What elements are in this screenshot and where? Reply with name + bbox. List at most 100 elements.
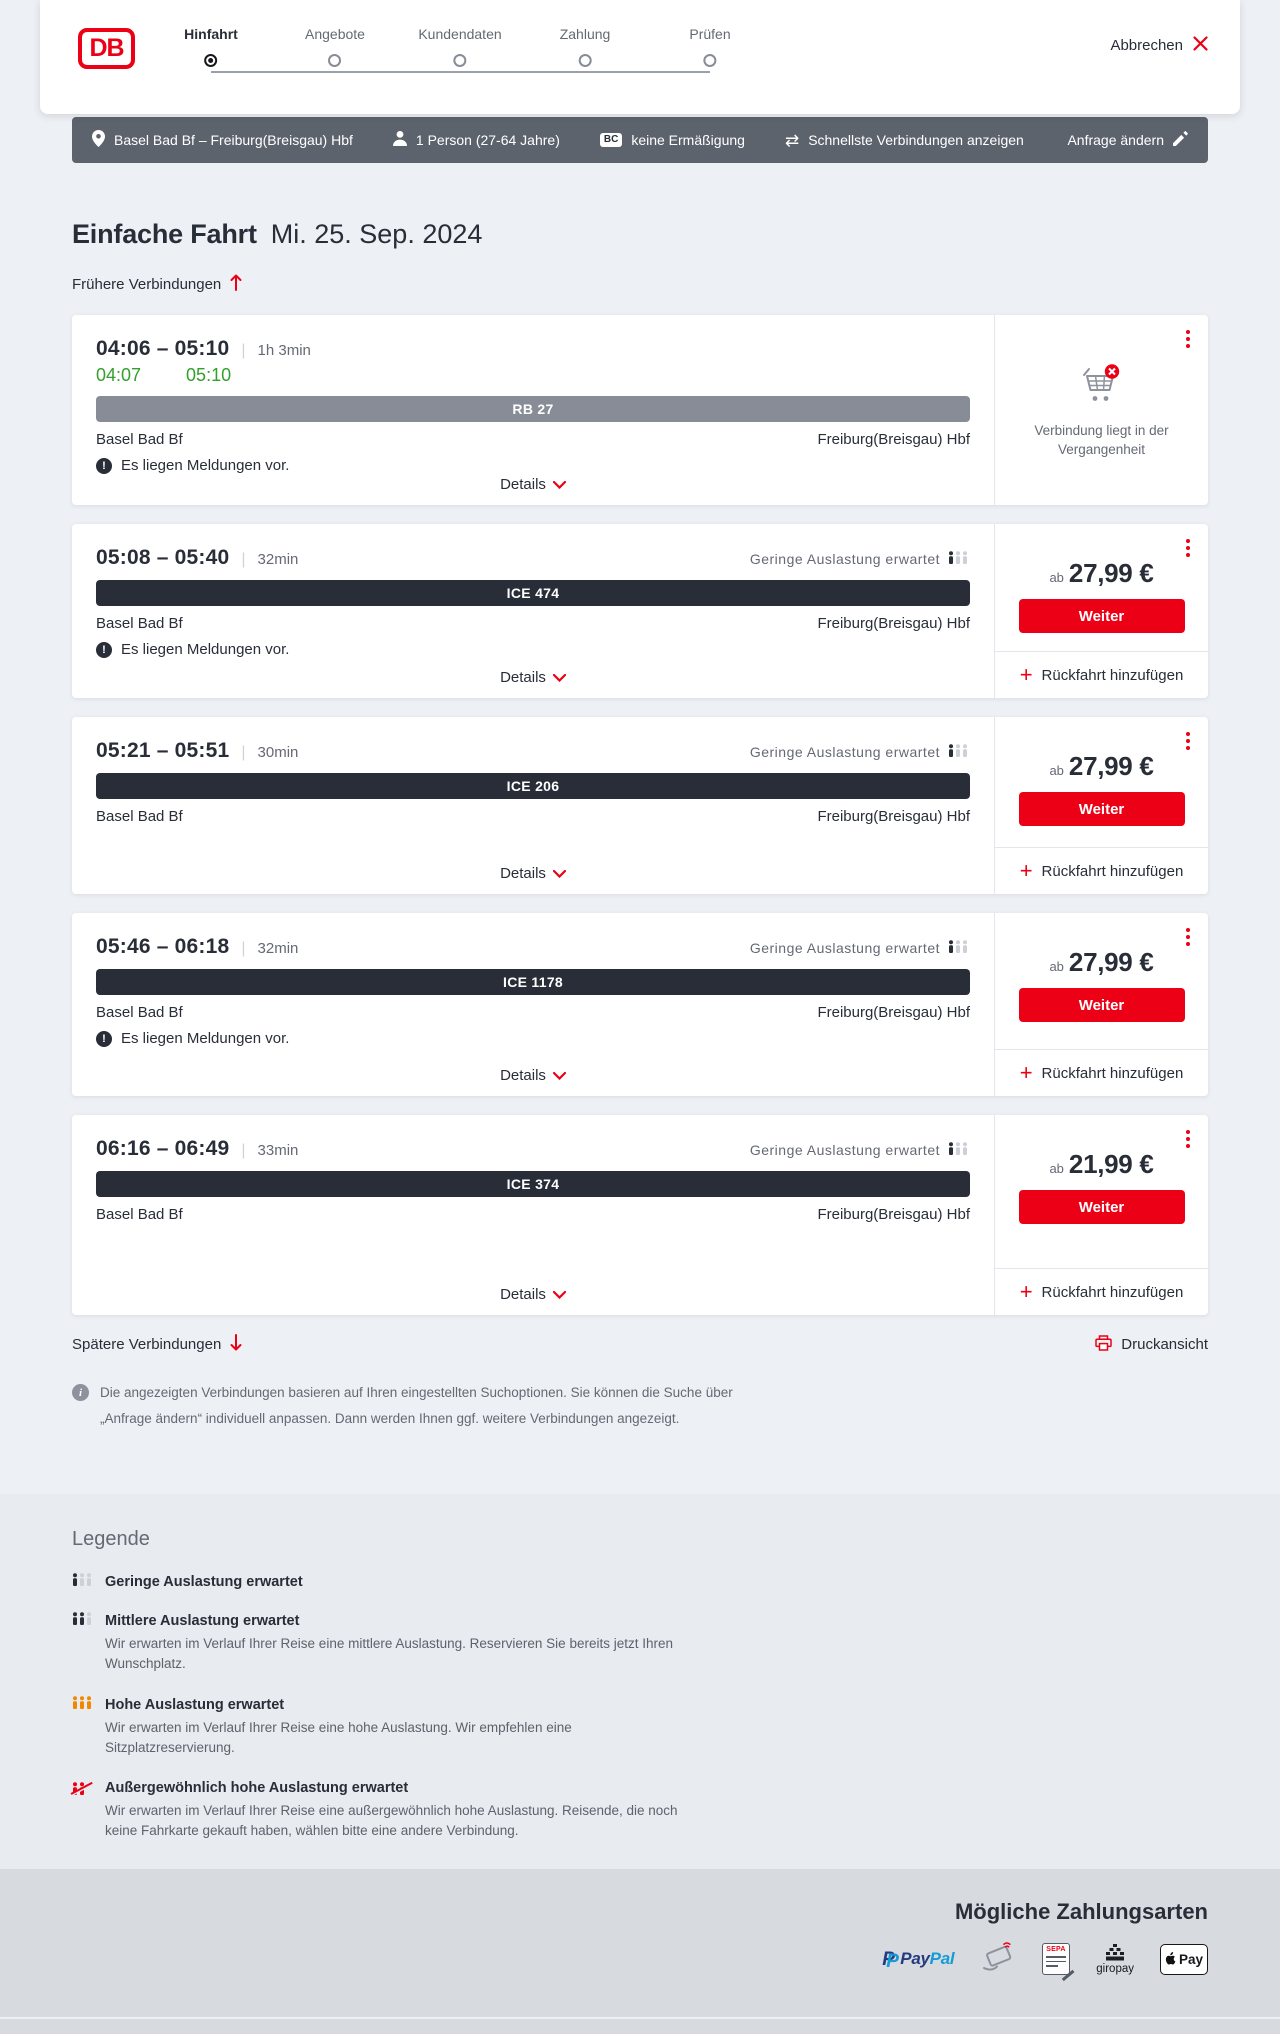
step-pruefen[interactable]: Prüfen <box>689 26 731 67</box>
chevron-down-icon <box>552 1286 567 1303</box>
plus-icon: + <box>1019 1279 1033 1304</box>
more-options-button[interactable] <box>1183 729 1193 753</box>
connection-side-panel: ab 27,99 € Weiter + Rückfahrt hinzufügen <box>994 717 1208 894</box>
occupancy-low-icon <box>948 744 970 760</box>
occupancy-exceptional-icon <box>72 1781 94 1795</box>
connection-duration: 32min <box>257 551 299 568</box>
connection-time: 06:16 – 06:49 <box>96 1137 230 1160</box>
chevron-down-icon <box>552 476 567 493</box>
edit-request-button[interactable]: Anfrage ändern <box>1067 131 1188 149</box>
connection-card: 06:16 – 06:49 | 33min Geringe Auslastung… <box>72 1115 1208 1315</box>
more-options-button[interactable] <box>1183 327 1193 351</box>
continue-button[interactable]: Weiter <box>1018 599 1185 633</box>
connection-time: 05:08 – 05:40 <box>96 546 230 569</box>
add-return-button[interactable]: + Rückfahrt hinzufügen <box>995 847 1208 894</box>
giropay-logo: giropay <box>1096 1943 1134 1975</box>
step-dot-active <box>204 54 218 67</box>
main-content: Einfache Fahrt Mi. 25. Sep. 2024 Frühere… <box>72 163 1208 1432</box>
price-value: 27,99 € <box>1068 751 1154 781</box>
step-kundendaten[interactable]: Kundendaten <box>418 26 502 67</box>
legend-item-high: Hohe Auslastung erwartet Wir erwarten im… <box>72 1696 1208 1758</box>
warning-text: Es liegen Meldungen vor. <box>121 1030 290 1047</box>
details-toggle[interactable]: Details <box>500 476 567 493</box>
pencil-icon <box>1173 131 1188 149</box>
stations-row: Basel Bad Bf Freiburg(Breisgau) Hbf <box>96 1004 970 1021</box>
price-value: 27,99 € <box>1068 558 1154 588</box>
earlier-connections-link[interactable]: Frühere Verbindungen <box>72 274 242 295</box>
legend-section: Legende Geringe Auslastung erwartet Mitt… <box>0 1494 1280 1869</box>
header: DB Hinfahrt Angebote Kundendaten Zahlung… <box>40 0 1240 114</box>
cancel-button[interactable]: Abbrechen <box>1110 36 1208 55</box>
time-row: 04:06 – 05:10 | 1h 3min <box>96 337 970 361</box>
arrow-up-icon <box>230 274 242 295</box>
add-return-button[interactable]: + Rückfahrt hinzufügen <box>995 1049 1208 1096</box>
step-label: Angebote <box>305 26 365 42</box>
occupancy-indicator: Geringe Auslastung erwartet <box>750 744 970 760</box>
warning-row: ! Es liegen Meldungen vor. <box>96 457 970 474</box>
step-label: Kundendaten <box>418 26 502 42</box>
occupancy-indicator: Geringe Auslastung erwartet <box>750 940 970 956</box>
later-print-row: Spätere Verbindungen Druckansicht <box>72 1334 1208 1355</box>
past-note-text: Verbindung liegt in der Vergangenheit <box>1034 422 1169 457</box>
info-icon: i <box>72 1384 89 1401</box>
separator: | <box>241 551 246 568</box>
db-logo[interactable]: DB <box>78 28 135 69</box>
connection-duration: 1h 3min <box>257 342 311 359</box>
step-dot <box>328 54 342 67</box>
paypal-wordmark: PayPal <box>900 1949 955 1968</box>
step-label: Zahlung <box>559 26 611 42</box>
connection-main: 05:08 – 05:40 | 32min Geringe Auslastung… <box>72 524 994 698</box>
journey-type-title: Einfache Fahrt <box>72 219 257 249</box>
more-options-button[interactable] <box>1183 536 1193 560</box>
connection-side-panel: Verbindung liegt in der Vergangenheit <box>994 315 1208 505</box>
fastest-connections-text: Schnellste Verbindungen anzeigen <box>808 132 1024 148</box>
continue-button[interactable]: Weiter <box>1018 1190 1185 1224</box>
occupancy-label: Geringe Auslastung erwartet <box>749 1142 940 1158</box>
contactless-card-icon <box>980 1941 1016 1977</box>
stepper-line <box>211 71 710 73</box>
price-value: 27,99 € <box>1068 947 1154 977</box>
train-number: ICE 474 <box>506 585 560 601</box>
continue-button[interactable]: Weiter <box>1018 988 1185 1022</box>
details-toggle[interactable]: Details <box>500 1286 567 1303</box>
arrow-down-icon <box>230 1334 242 1355</box>
fastest-connections-toggle[interactable]: ⇄ Schnellste Verbindungen anzeigen <box>785 132 1024 149</box>
more-options-button[interactable] <box>1183 1127 1193 1151</box>
print-view-link[interactable]: Druckansicht <box>1095 1334 1208 1355</box>
details-label: Details <box>500 1286 546 1303</box>
step-zahlung[interactable]: Zahlung <box>559 26 611 67</box>
step-dot <box>578 54 592 67</box>
cart-unavailable-icon <box>1078 363 1126 410</box>
occupancy-medium-icon <box>72 1612 94 1629</box>
step-label: Prüfen <box>689 26 731 42</box>
occupancy-low-icon <box>948 1142 970 1158</box>
continue-button[interactable]: Weiter <box>1018 792 1185 826</box>
more-options-button[interactable] <box>1183 925 1193 949</box>
add-return-button[interactable]: + Rückfahrt hinzufügen <box>995 1268 1208 1315</box>
legend-item-exceptional: Außergewöhnlich hohe Auslastung erwartet… <box>72 1780 1208 1841</box>
step-hinfahrt[interactable]: Hinfahrt <box>184 26 238 67</box>
add-return-label: Rückfahrt hinzufügen <box>1041 862 1184 880</box>
origin-station: Basel Bad Bf <box>96 808 183 825</box>
train-number: ICE 206 <box>506 778 560 794</box>
add-return-label: Rückfahrt hinzufügen <box>1041 666 1184 684</box>
details-toggle[interactable]: Details <box>500 1067 567 1084</box>
add-return-button[interactable]: + Rückfahrt hinzufügen <box>995 651 1208 698</box>
step-dot <box>703 54 717 67</box>
realtime-departure: 04:07 <box>96 365 142 385</box>
warning-row: ! Es liegen Meldungen vor. <box>96 641 970 658</box>
later-connections-link[interactable]: Spätere Verbindungen <box>72 1334 242 1355</box>
time-row: 05:08 – 05:40 | 32min Geringe Auslastung… <box>96 546 970 570</box>
chevron-down-icon <box>552 1067 567 1084</box>
destination-station: Freiburg(Breisgau) Hbf <box>817 615 970 632</box>
price-prefix: ab <box>1049 763 1064 778</box>
step-angebote[interactable]: Angebote <box>305 26 365 67</box>
details-toggle[interactable]: Details <box>500 865 567 882</box>
connection-main: 06:16 – 06:49 | 33min Geringe Auslastung… <box>72 1115 994 1315</box>
price-block: ab 27,99 € <box>995 947 1208 978</box>
occupancy-low-icon <box>948 551 970 567</box>
details-toggle[interactable]: Details <box>500 669 567 686</box>
